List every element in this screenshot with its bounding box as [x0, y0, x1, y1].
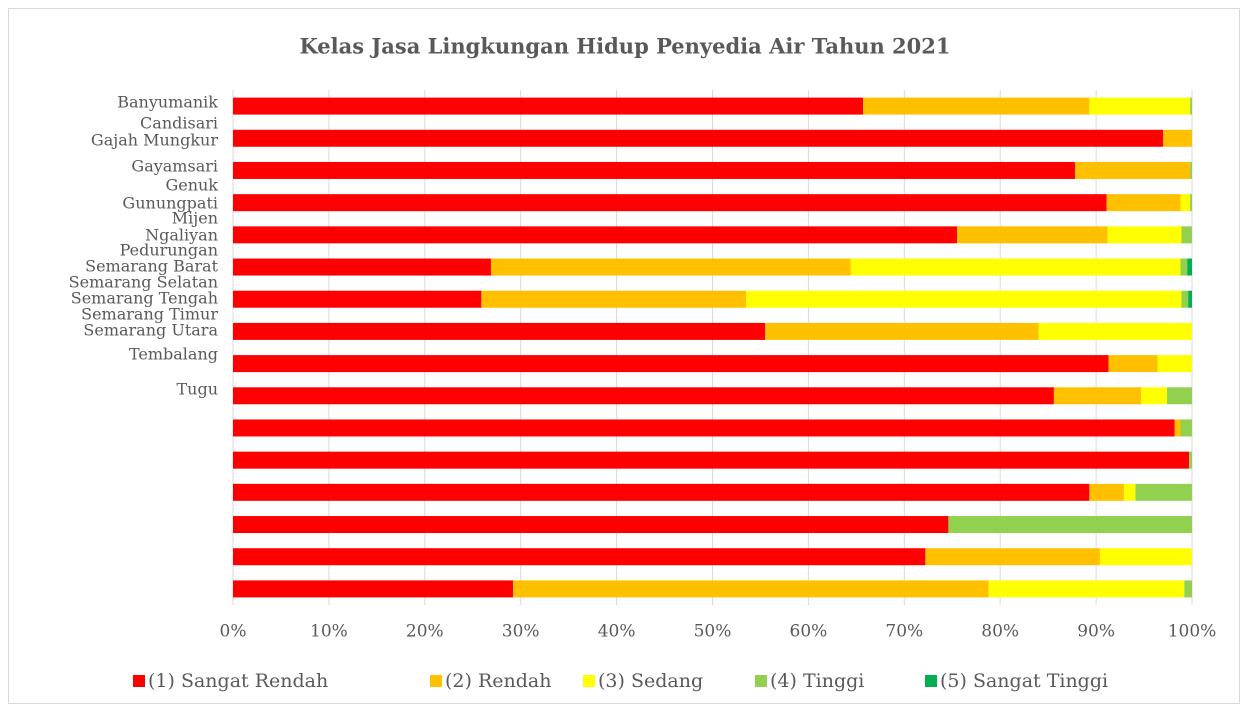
y-tick-label: Semarang Selatan: [69, 273, 218, 292]
bar-segment: [988, 580, 1185, 598]
x-tick-label: 40%: [598, 622, 636, 642]
y-tick-label: Gajah Mungkur: [91, 131, 218, 150]
bar-segment: [1163, 129, 1192, 147]
bar-segment: [481, 290, 747, 308]
bar-segment: [1188, 290, 1192, 308]
y-tick-label: Semarang Tengah: [71, 289, 218, 308]
x-tick-label: 0%: [220, 622, 247, 642]
bar-segment: [1123, 483, 1136, 501]
bar-segment: [1180, 194, 1191, 212]
bar-segment: [1108, 355, 1158, 373]
bar-segment: [1180, 419, 1192, 437]
bar-segment: [863, 97, 1090, 115]
legend-swatch: [925, 675, 937, 687]
bar-segment: [746, 290, 1182, 308]
bar-segment: [233, 580, 514, 598]
bar-segment: [233, 419, 1175, 437]
bar-segment: [1190, 161, 1192, 179]
bar-segment: [1135, 483, 1192, 501]
bar-segment: [233, 226, 958, 244]
bar-segment: [1157, 355, 1192, 373]
bar-segment: [233, 290, 482, 308]
bar-segment: [957, 226, 1108, 244]
x-tick-label: 20%: [406, 622, 444, 642]
legend-label: (4) Tinggi: [770, 670, 864, 692]
x-tick-label: 30%: [502, 622, 540, 642]
bar-segment: [1174, 419, 1181, 437]
legend-label: (2) Rendah: [445, 670, 551, 692]
bar-segment: [1180, 258, 1188, 276]
bar-segment: [233, 451, 1190, 469]
bar-segment: [1099, 548, 1192, 566]
y-tick-label: Tugu: [176, 380, 218, 399]
y-tick-label: Genuk: [165, 176, 218, 195]
x-tick-label: 60%: [790, 622, 828, 642]
bar-segment: [233, 322, 766, 340]
bar-segment: [490, 258, 851, 276]
bar-segment: [233, 194, 1107, 212]
x-tick-label: 70%: [885, 622, 923, 642]
bar-segment: [233, 355, 1109, 373]
y-tick-label: Tembalang: [129, 345, 218, 364]
legend-swatch: [430, 675, 442, 687]
x-tick-label: 100%: [1168, 622, 1217, 642]
bar-segment: [925, 548, 1100, 566]
bar-segment: [850, 258, 1181, 276]
y-tick-label: Gunungpati: [122, 194, 218, 213]
bar-segment: [1167, 387, 1192, 405]
legend-swatch: [583, 675, 595, 687]
y-tick-label: Candisari: [140, 114, 218, 133]
y-tick-label: Semarang Timur: [81, 305, 218, 324]
y-tick-label: Semarang Barat: [85, 257, 218, 276]
bar-segment: [1190, 194, 1192, 212]
bar-segment: [233, 258, 491, 276]
bar-segment: [1181, 226, 1192, 244]
y-tick-label: Ngaliyan: [145, 226, 218, 245]
bar-segment: [1053, 387, 1142, 405]
bar-segment: [233, 516, 949, 534]
bar-segment: [1075, 161, 1191, 179]
bar-segment: [1187, 258, 1192, 276]
x-tick-label: 80%: [981, 622, 1019, 642]
bar-segment: [233, 129, 1164, 147]
legend-label: (3) Sedang: [598, 670, 703, 692]
bar-segment: [1189, 451, 1192, 469]
legend-swatch: [133, 675, 145, 687]
bar-segment: [1106, 194, 1181, 212]
bar-segment: [948, 516, 1192, 534]
y-tick-label: Gayamsari: [131, 157, 218, 176]
bar-segment: [233, 161, 1076, 179]
y-tick-label: Pedurungan: [120, 241, 218, 260]
chart-title: Kelas Jasa Lingkungan Hidup Penyedia Air…: [300, 34, 951, 59]
bar-segment: [233, 483, 1090, 501]
bar-segment: [1190, 97, 1192, 115]
legend-label: (5) Sangat Tinggi: [940, 670, 1108, 692]
bar-segment: [233, 548, 926, 566]
y-tick-label: Mijen: [172, 209, 218, 228]
bar-segment: [233, 387, 1054, 405]
legend-label: (1) Sangat Rendah: [148, 670, 328, 692]
legend-swatch: [755, 675, 767, 687]
x-tick-label: 50%: [694, 622, 732, 642]
bar-segment: [1038, 322, 1192, 340]
bar-segment: [765, 322, 1039, 340]
bar-segment: [233, 97, 864, 115]
y-tick-label: Banyumanik: [117, 93, 218, 112]
bar-segment: [513, 580, 989, 598]
x-tick-label: 90%: [1077, 622, 1115, 642]
bar-segment: [1107, 226, 1182, 244]
bar-segment: [1089, 483, 1124, 501]
bar-segment: [1184, 580, 1192, 598]
bar-segment: [1141, 387, 1168, 405]
bar-segment: [1089, 97, 1191, 115]
y-tick-label: Semarang Utara: [83, 321, 218, 340]
bar-segment: [1181, 290, 1189, 308]
x-tick-label: 10%: [310, 622, 348, 642]
